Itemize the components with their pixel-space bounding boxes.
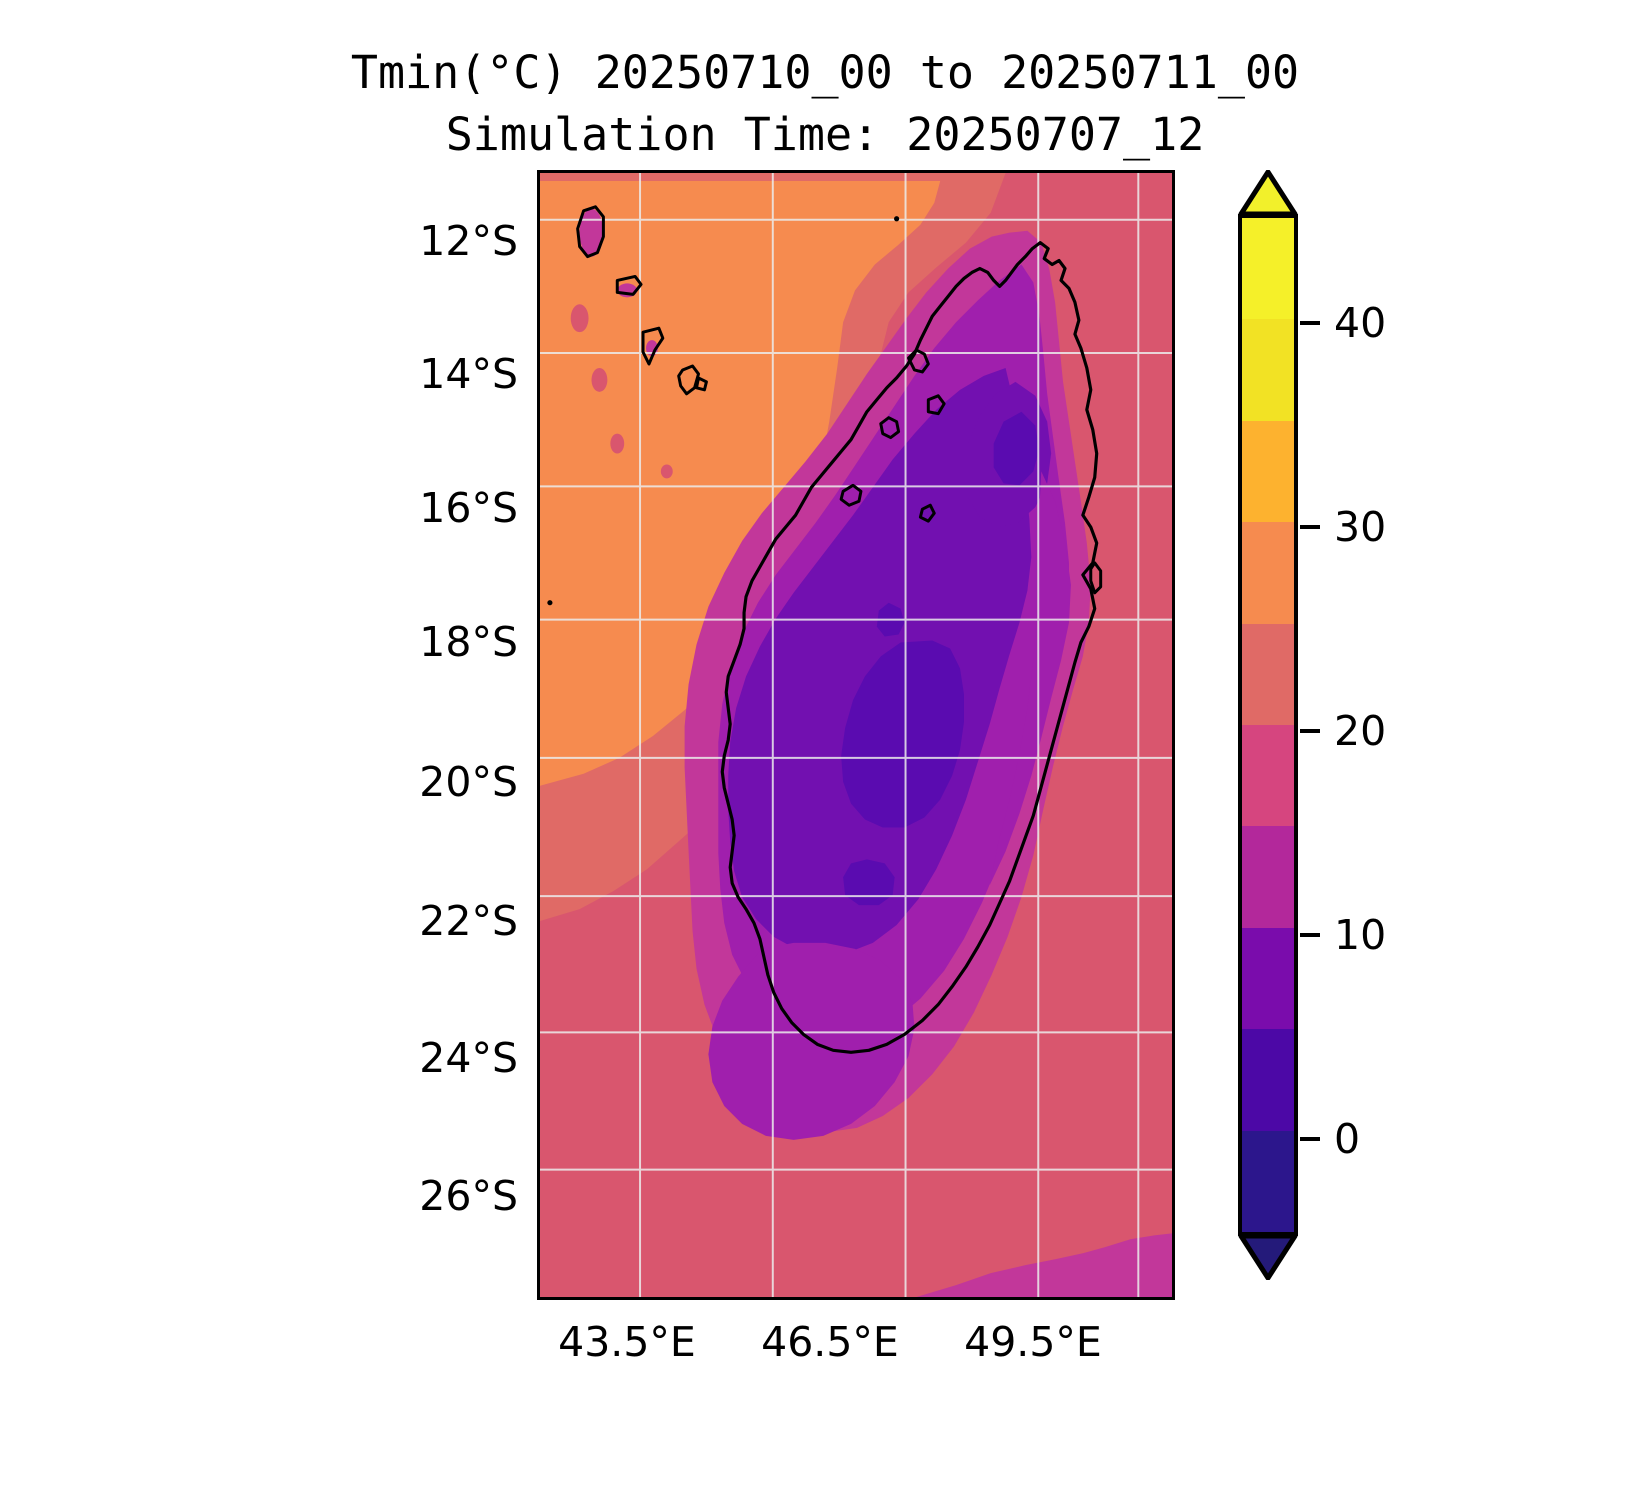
colorbar-band-3 [1242,522,1294,624]
temperature-contour-map [540,173,1172,1297]
colorbar-tick-label-1: 30 [1334,502,1387,551]
map-gridlines [540,173,1172,1297]
colorbar-bands [1238,214,1298,1236]
y-axis-tick-label-3: 18°S [419,618,518,666]
colorbar-tick-mark-4 [1300,1137,1320,1141]
colorbar-tick-label-4: 0 [1334,1114,1361,1163]
highland-cold-pocket-secondary [843,859,895,906]
northeast-small-isle [918,503,936,523]
y-axis-tick-label-4: 20°S [419,758,518,806]
colorbar-band-2 [1242,420,1294,523]
chart-title: Tmin(°C) 20250710_00 to 20250711_00 Simu… [0,42,1650,166]
colorbar-tick-label-0: 40 [1334,298,1387,347]
colorbar-tick-mark-0 [1300,321,1320,325]
colorbar[interactable]: 40 30 20 10 0 [1238,170,1386,1280]
title-line-1: Tmin(°C) 20250710_00 to 20250711_00 [350,46,1300,99]
colorbar-band-6 [1242,826,1294,928]
x-axis-tick-label-0: 43.5°E [558,1318,696,1366]
nosy-be-outline [926,394,946,416]
colorbar-tick-mark-1 [1300,525,1320,529]
colorbar-band-8 [1242,1029,1294,1131]
tsaratanana-coldest [993,411,1040,486]
colorbar-tick-label-3: 10 [1334,910,1387,959]
y-axis-tick-label-7: 26°S [419,1172,518,1220]
colorbar-tick-label-2: 20 [1334,706,1387,755]
colorbar-band-9 [1242,1130,1294,1233]
east-escarpment-strip [989,471,1071,886]
west-coast-inlet [839,483,863,507]
x-axis-tick-label-1: 46.5°E [761,1318,899,1366]
highland-coldest-core [841,640,964,828]
northwest-bay-detail [907,348,930,374]
y-axis-tick-label-5: 22°S [419,897,518,945]
nw-island-thermal-spots [570,208,673,479]
colorbar-tick-mark-2 [1300,729,1320,733]
small-island-dots [547,216,900,606]
colorbar-tick-mark-3 [1300,933,1320,937]
south-ocean-cool-intrusion [916,1233,1172,1297]
map-plot-area[interactable] [537,170,1175,1300]
madagascar-coastline [720,241,1099,1054]
x-axis-tick-label-2: 49.5°E [964,1318,1102,1366]
y-axis-tick-label-6: 24°S [419,1034,518,1082]
east-coast-lagoon [1089,561,1103,595]
colorbar-band-4 [1242,623,1294,726]
bombetoka-bay-detail [879,416,901,440]
title-line-2: Simulation Time: 20250707_12 [445,108,1205,161]
colorbar-band-0 [1242,218,1294,320]
triangle-down-icon [1238,1234,1298,1280]
colorbar-band-1 [1242,319,1294,421]
triangle-up-icon [1238,170,1298,216]
offshore-island-outlines [576,205,708,396]
colorbar-band-5 [1242,725,1294,827]
y-axis-tick-label-1: 14°S [419,350,518,398]
y-axis-tick-label-2: 16°S [419,484,518,532]
colorbar-band-7 [1242,927,1294,1030]
y-axis-tick-label-0: 12°S [419,217,518,265]
